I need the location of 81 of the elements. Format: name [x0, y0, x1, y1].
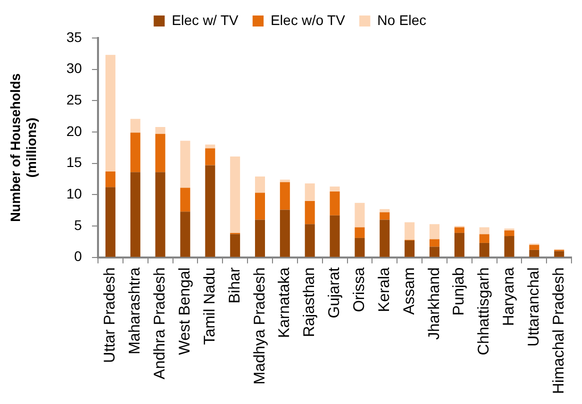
bar — [130, 172, 140, 257]
bar — [155, 172, 166, 257]
bar — [504, 230, 514, 236]
x-tick-label: Maharashtra — [126, 266, 144, 354]
bar — [454, 227, 464, 233]
bar — [380, 220, 390, 257]
bar — [255, 176, 265, 193]
x-tick-label: Assam — [400, 267, 418, 315]
x-tick-label: Kerala — [376, 266, 393, 312]
bar — [504, 236, 514, 257]
bar — [130, 132, 140, 172]
legend-label: Elec w/ TV — [172, 12, 240, 28]
x-tick-label: Haryana — [500, 266, 518, 326]
bar — [180, 140, 190, 188]
x-tick-label: Uttaranchal — [525, 267, 542, 347]
x-tick-label: Uttar Pradesh — [102, 267, 119, 363]
bar — [105, 171, 116, 188]
y-tick-label: 0 — [74, 248, 82, 264]
bar — [280, 210, 290, 257]
bar — [380, 212, 390, 220]
y-tick-label: 25 — [66, 92, 82, 108]
bar — [230, 234, 240, 257]
bar — [430, 239, 440, 247]
x-tick-label: Himachal Pradesh — [550, 267, 568, 394]
x-tick-label: Chhattisgarh — [476, 267, 493, 356]
legend-label: No Elec — [377, 12, 426, 28]
bar — [330, 192, 340, 216]
x-tick-label: Gujarat — [326, 266, 344, 318]
bar — [255, 192, 265, 220]
x-tick-label: Orissa — [350, 266, 368, 312]
bar — [304, 200, 315, 224]
x-tick-label: Tamil Nadu — [201, 267, 218, 345]
x-tick-label: Jharkhand — [426, 267, 443, 340]
x-tick-label: Rajasthan — [301, 267, 318, 338]
bar — [155, 126, 166, 134]
bar — [330, 186, 340, 192]
bar — [430, 224, 440, 240]
y-tick-label: 35 — [66, 28, 82, 45]
x-tick-label: West Bengal — [176, 267, 194, 355]
x-tick-label: Karnataka — [276, 266, 294, 338]
bar — [529, 244, 540, 250]
bar — [430, 246, 440, 257]
bar — [479, 242, 490, 257]
bar — [304, 183, 315, 201]
bar — [180, 212, 190, 257]
bar — [205, 165, 216, 257]
x-tick-label: Punjab — [450, 267, 468, 316]
bar — [404, 240, 415, 257]
bar — [454, 232, 464, 257]
bar — [404, 222, 415, 240]
bar — [105, 54, 116, 172]
bar — [280, 180, 290, 182]
y-tick-label: 30 — [66, 60, 82, 76]
bar — [479, 227, 490, 234]
bar — [280, 182, 290, 210]
y-tick-label: 15 — [66, 154, 82, 170]
legend-label: Elec w/o TV — [270, 12, 346, 28]
bar — [529, 250, 540, 257]
bar — [230, 156, 240, 233]
y-tick-label: 10 — [66, 186, 82, 202]
x-tick-label: Bihar — [226, 267, 244, 304]
bar — [105, 187, 116, 257]
bar — [180, 188, 190, 212]
y-tick-label: 20 — [66, 122, 82, 139]
bar — [354, 227, 365, 238]
bar — [255, 220, 265, 257]
bar — [155, 134, 166, 172]
y-axis-title: Number of Households (millions) — [8, 73, 40, 222]
bar — [354, 202, 365, 228]
x-tick-label: Madhya Pradesh — [251, 267, 268, 385]
bar — [130, 118, 140, 133]
bar — [330, 215, 340, 257]
bar — [205, 148, 216, 166]
bar — [554, 251, 564, 257]
bar — [380, 209, 390, 212]
x-tick-label: Andhra Pradesh — [152, 267, 169, 380]
bar — [304, 224, 315, 257]
bar — [479, 234, 490, 243]
bar — [205, 144, 216, 148]
bar — [354, 238, 365, 257]
y-tick-label: 5 — [74, 216, 82, 233]
